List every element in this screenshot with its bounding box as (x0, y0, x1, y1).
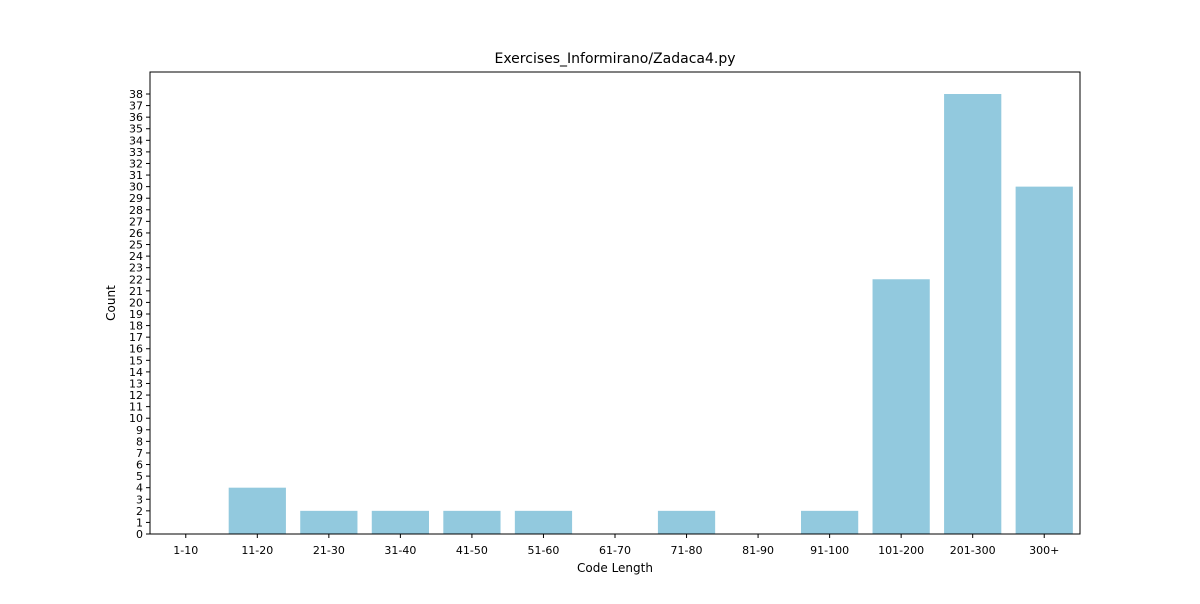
bar-41-50 (443, 510, 501, 534)
bar-21-30 (300, 510, 358, 534)
y-tick-label: 31 (129, 169, 143, 182)
y-tick-label: 5 (136, 470, 143, 483)
y-tick-label: 8 (136, 435, 143, 448)
y-tick-label: 29 (129, 192, 143, 205)
y-axis: 0123456789101112131415161718192021222324… (129, 88, 150, 541)
y-tick-label: 37 (129, 100, 143, 113)
x-tick-label: 31-40 (384, 544, 416, 557)
bar-51-60 (514, 510, 573, 534)
y-tick-label: 21 (129, 285, 143, 298)
y-tick-label: 34 (129, 134, 143, 147)
y-tick-label: 35 (129, 123, 143, 136)
x-tick-label: 71-80 (671, 544, 703, 557)
y-tick-label: 38 (129, 88, 143, 101)
y-tick-label: 4 (136, 482, 143, 495)
y-tick-label: 25 (129, 239, 143, 252)
y-axis-label: Count (104, 285, 118, 321)
x-tick-label: 51-60 (527, 544, 559, 557)
y-tick-label: 3 (136, 493, 143, 506)
y-tick-label: 14 (129, 366, 143, 379)
y-tick-label: 22 (129, 273, 143, 286)
bar-300+ (1015, 186, 1073, 534)
bar-71-80 (657, 510, 716, 534)
y-tick-label: 36 (129, 111, 143, 124)
y-tick-label: 28 (129, 204, 143, 217)
y-tick-label: 2 (136, 505, 143, 518)
x-tick-label: 91-100 (810, 544, 849, 557)
chart-title: Exercises_Informirano/Zadaca4.py (494, 51, 735, 67)
y-tick-label: 23 (129, 262, 143, 275)
bar-31-40 (371, 510, 429, 534)
y-tick-label: 20 (129, 296, 143, 309)
y-tick-label: 16 (129, 343, 143, 356)
bars-layer (228, 94, 1073, 534)
x-tick-label: 300+ (1029, 544, 1059, 557)
x-tick-label: 101-200 (878, 544, 924, 557)
x-tick-label: 21-30 (313, 544, 345, 557)
y-tick-label: 10 (129, 412, 143, 425)
y-tick-label: 0 (136, 528, 143, 541)
y-tick-label: 11 (129, 401, 143, 414)
y-tick-label: 6 (136, 459, 143, 472)
x-axis: 1-10 11-20 21-30 31-40 41-50 51-60 61-70 71-80 8… (173, 534, 1059, 557)
y-tick-label: 17 (129, 331, 143, 344)
plot-frame (149, 71, 1081, 535)
y-tick-label: 26 (129, 227, 143, 240)
y-tick-label: 27 (129, 215, 143, 228)
bar-101-200 (872, 279, 930, 534)
y-tick-label: 30 (129, 181, 143, 194)
y-tick-label: 33 (129, 146, 143, 159)
y-tick-label: 15 (129, 354, 143, 367)
x-axis-label: Code Length (577, 561, 653, 575)
x-tick-label: 11-20 (241, 544, 273, 557)
y-tick-label: 12 (129, 389, 143, 402)
bar-11-20 (228, 487, 286, 534)
x-tick-label: 81-90 (742, 544, 774, 557)
bar-201-300 (944, 94, 1002, 534)
x-tick-label: 61-70 (599, 544, 631, 557)
x-tick-label: 201-300 (950, 544, 996, 557)
y-tick-label: 13 (129, 377, 143, 390)
y-tick-label: 7 (136, 447, 143, 460)
y-tick-label: 24 (129, 250, 143, 263)
y-tick-label: 19 (129, 308, 143, 321)
y-tick-label: 1 (136, 516, 143, 529)
y-tick-label: 9 (136, 424, 143, 437)
y-tick-label: 18 (129, 320, 143, 333)
y-tick-label: 32 (129, 157, 143, 170)
bar-91-100 (801, 510, 859, 534)
x-tick-label: 1-10 (173, 544, 198, 557)
x-tick-label: 41-50 (456, 544, 488, 557)
